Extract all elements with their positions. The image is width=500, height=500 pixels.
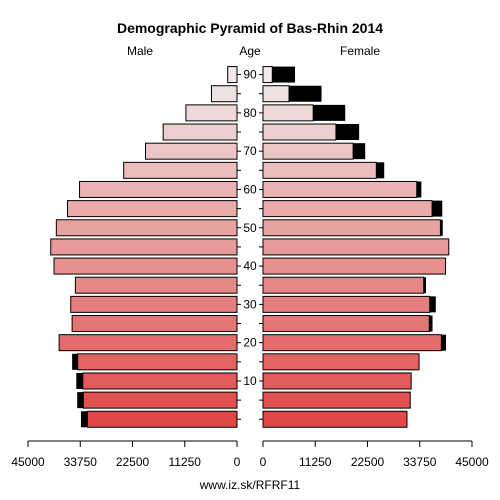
male-bar-0-4 [86, 410, 238, 428]
male-bar-50-54 [55, 219, 238, 237]
age-tick-label: 60 [243, 182, 257, 196]
age-tick-label: 70 [243, 144, 257, 158]
male-bar-15-19 [77, 353, 238, 371]
female-bar-85-89 [262, 85, 290, 103]
age-tick-label: 10 [243, 374, 257, 388]
x-axis-male: 45000 33750 22500 11250 0 [11, 440, 241, 469]
male-bar-85-89 [210, 85, 238, 103]
female-x-axis-tick-label: 11250 [299, 455, 332, 469]
male-excess-bar-10-14 [76, 372, 83, 389]
age-tick-label: 30 [243, 297, 257, 311]
female-excess-bar-30-34 [429, 296, 436, 313]
male-bar-25-29 [71, 315, 238, 333]
female-excess-bar-55-59 [432, 200, 443, 217]
female-bars [262, 66, 450, 428]
male-bars [50, 66, 238, 428]
female-bar-40-44 [262, 257, 447, 275]
age-axis: 10 20 30 40 50 60 70 80 90 [237, 68, 263, 420]
female-bar-65-69 [262, 161, 377, 179]
female-bar-25-29 [262, 315, 430, 333]
male-bar-75-79 [162, 123, 238, 141]
male-x-axis-tick-label: 33750 [64, 455, 98, 469]
chart-title: Demographic Pyramid of Bas-Rhin 2014 [117, 20, 383, 36]
female-x-axis-tick-label: 45000 [455, 455, 489, 469]
female-x-axis-tick-label: 33750 [403, 455, 437, 469]
age-tick-label: 50 [243, 221, 257, 235]
female-excess-bar-65-69 [376, 162, 385, 179]
male-bar-60-64 [79, 180, 238, 198]
female-bar-10-14 [262, 372, 412, 390]
male-excess-bar-5-9 [77, 392, 84, 409]
male-bar-55-59 [66, 200, 238, 218]
x-axis-female: 0 11250 22500 33750 45000 [260, 440, 489, 469]
male-x-axis-tick-label: 22500 [116, 455, 150, 469]
female-x-axis-tick-label: 0 [260, 455, 267, 469]
female-bar-50-54 [262, 219, 441, 237]
female-excess-bar-70-74 [353, 143, 366, 160]
age-tick-label: 40 [243, 259, 257, 273]
male-x-axis-tick-label: 45000 [11, 455, 45, 469]
male-bar-30-34 [70, 295, 238, 313]
male-bar-90+ [227, 66, 238, 84]
age-tick-label: 80 [243, 106, 257, 120]
age-tick-label: 20 [243, 336, 257, 350]
male-bar-70-74 [145, 142, 238, 160]
female-excess-bar-80-84 [313, 104, 346, 121]
female-excess-bar-60-64 [416, 181, 422, 198]
male-excess-bar-15-19 [72, 353, 78, 370]
female-excess-bar-20-24 [441, 334, 446, 351]
male-bar-35-39 [74, 276, 238, 294]
age-tick-label: 90 [243, 68, 257, 82]
male-x-axis-tick-label: 0 [234, 455, 241, 469]
female-bar-15-19 [262, 353, 420, 371]
female-excess-bar-75-79 [335, 124, 360, 141]
male-bar-45-49 [50, 238, 238, 256]
male-x-axis-tick-label: 11250 [169, 455, 202, 469]
female-excess-bar-35-39 [423, 277, 427, 294]
male-label: Male [127, 44, 153, 58]
female-bar-35-39 [262, 276, 425, 294]
female-bar-0-4 [262, 410, 408, 428]
male-bar-80-84 [185, 104, 238, 122]
female-excess-bar-85-89 [289, 85, 322, 102]
female-bar-80-84 [262, 104, 314, 122]
male-bar-20-24 [58, 334, 238, 352]
female-bar-55-59 [262, 200, 433, 218]
female-bar-45-49 [262, 238, 450, 256]
female-bar-20-24 [262, 334, 442, 352]
male-bar-5-9 [82, 391, 238, 409]
female-bar-75-79 [262, 123, 337, 141]
source-label: www.iz.sk/RFRF11 [199, 478, 301, 492]
female-bar-5-9 [262, 391, 411, 409]
female-bar-90+ [262, 66, 273, 84]
female-label: Female [340, 44, 380, 58]
female-excess-bar-90+ [272, 66, 296, 83]
female-bar-70-74 [262, 142, 354, 160]
female-bar-30-34 [262, 295, 431, 313]
age-label: Age [239, 44, 261, 58]
male-bar-10-14 [82, 372, 238, 390]
female-bar-60-64 [262, 180, 418, 198]
female-x-axis-tick-label: 22500 [351, 455, 385, 469]
male-excess-bar-0-4 [80, 411, 88, 428]
male-bar-65-69 [123, 161, 238, 179]
female-excess-bar-50-54 [440, 219, 443, 236]
male-bar-40-44 [53, 257, 238, 275]
female-excess-bar-25-29 [429, 315, 433, 332]
